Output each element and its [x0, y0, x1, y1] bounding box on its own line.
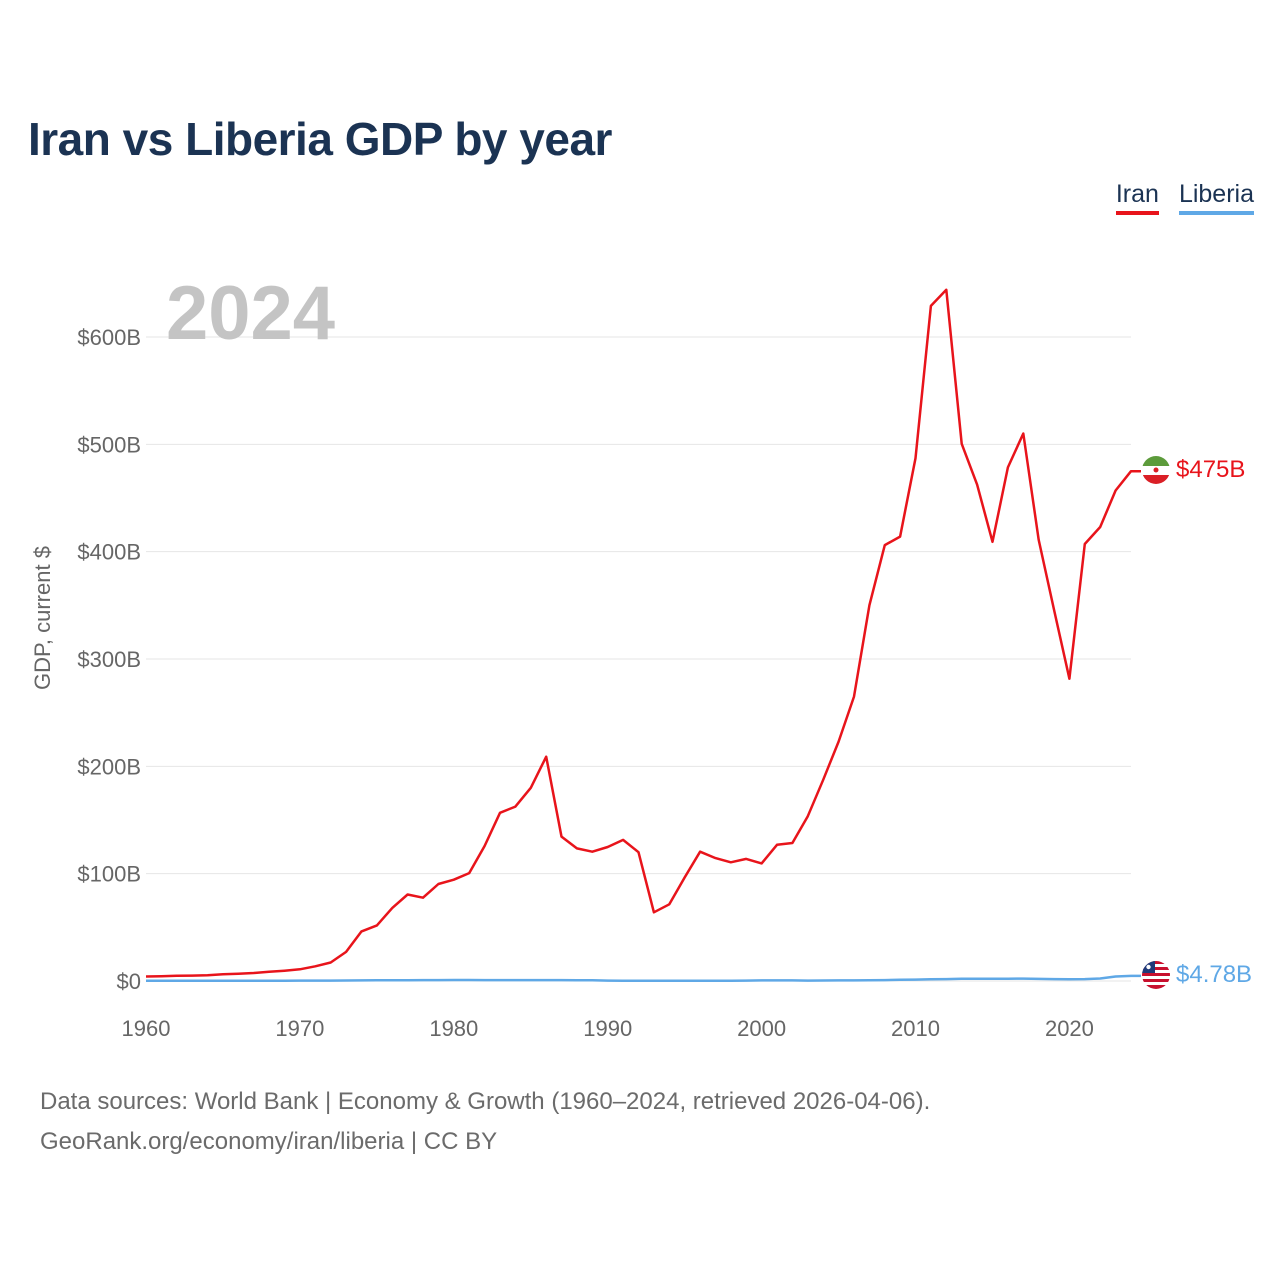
x-axis-ticks: 1960 1970 1980 1990 2000 2010 2020 — [122, 1016, 1094, 1041]
source-link[interactable]: GeoRank.org/economy/iran/liberia | CC BY — [40, 1128, 498, 1155]
y-tick-label: $600B — [77, 325, 141, 350]
x-tick-label: 1990 — [583, 1016, 632, 1041]
current-year-label: 2024 — [166, 271, 335, 356]
footer: Data sources: World Bank | Economy & Gro… — [40, 1082, 930, 1162]
iran-flag-icon — [1142, 456, 1170, 484]
y-axis-label: GDP, current $ — [30, 546, 55, 690]
y-tick-label: $400B — [77, 540, 141, 565]
data-sources-note: Data sources: World Bank | Economy & Gro… — [40, 1088, 931, 1115]
y-tick-label: $300B — [77, 647, 141, 672]
x-tick-label: 1980 — [429, 1016, 478, 1041]
series-lines — [145, 288, 1141, 983]
gridlines — [146, 336, 1131, 982]
x-tick-label: 1970 — [275, 1016, 324, 1041]
x-tick-label: 2000 — [737, 1016, 786, 1041]
y-axis-ticks: $0 $100B $200B $300B $400B $500B $600B — [77, 325, 141, 994]
x-tick-label: 2010 — [891, 1016, 940, 1041]
y-tick-label: $500B — [77, 432, 141, 457]
series-line-liberia — [146, 974, 1141, 983]
series-line-iran — [145, 288, 1141, 978]
legend: Iran Liberia — [1115, 180, 1254, 215]
y-tick-label: $0 — [117, 969, 141, 994]
legend-item-iran[interactable]: Iran — [1115, 180, 1159, 215]
x-tick-label: 2020 — [1045, 1016, 1094, 1041]
x-tick-label: 1960 — [122, 1016, 171, 1041]
chart-title: Iran vs Liberia GDP by year — [28, 113, 612, 165]
y-tick-label: $100B — [77, 862, 141, 887]
liberia-end-value: $4.78B — [1176, 961, 1252, 988]
y-tick-label: $200B — [77, 754, 141, 779]
gdp-line-chart: $0 $100B $200B $300B $400B $500B $600B 1960 197… — [30, 271, 1252, 1041]
liberia-flag-icon — [1142, 961, 1170, 989]
legend-item-liberia[interactable]: Liberia — [1178, 180, 1254, 215]
iran-end-value: $475B — [1176, 456, 1245, 483]
